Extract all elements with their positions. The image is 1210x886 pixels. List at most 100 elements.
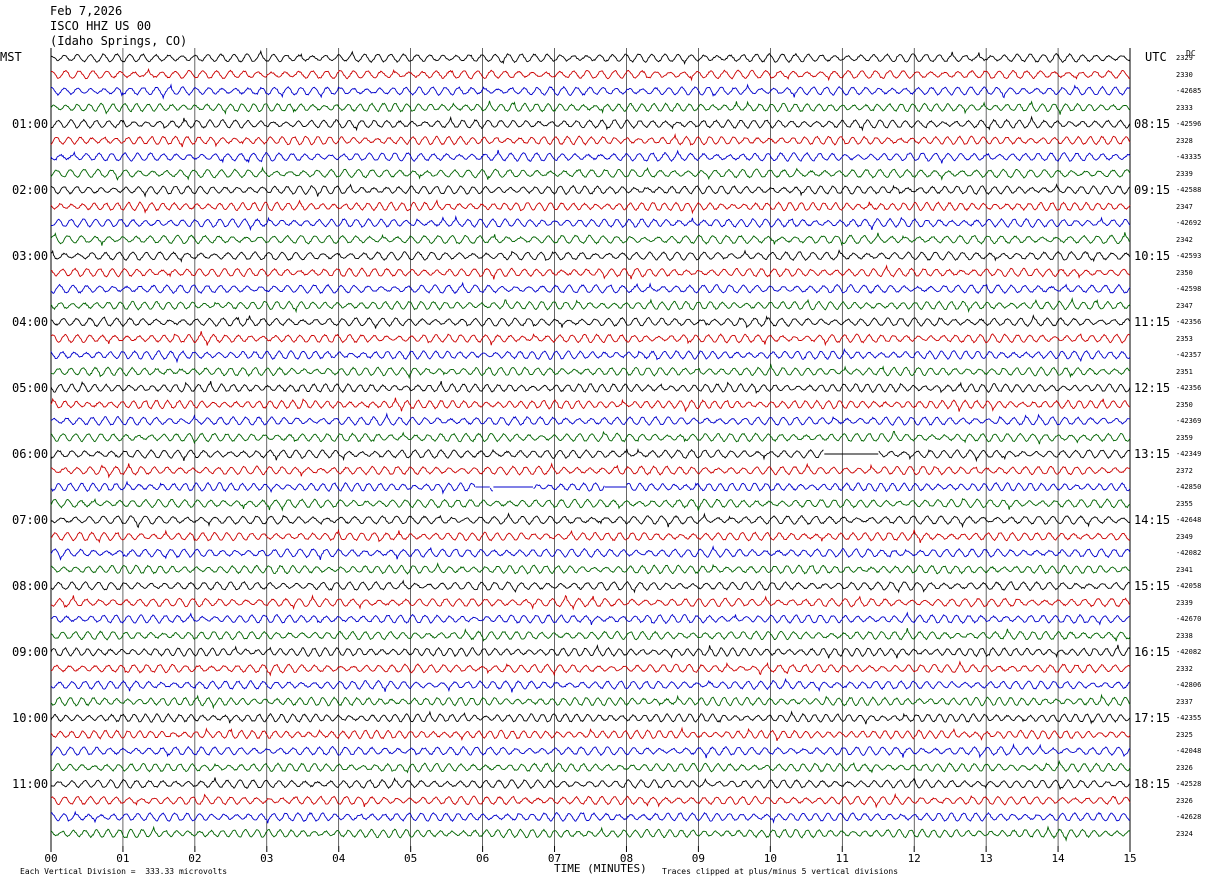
dc-value-label: -42628 bbox=[1176, 813, 1202, 821]
x-tick-label: 03 bbox=[260, 852, 273, 865]
trace-line-46 bbox=[50, 810, 1131, 824]
trace-line-9 bbox=[50, 199, 1131, 215]
trace-line-35 bbox=[50, 627, 1131, 642]
dc-value-label: -42349 bbox=[1176, 450, 1202, 458]
dc-value-label: 2338 bbox=[1176, 631, 1193, 640]
dc-value-label: -42850 bbox=[1176, 483, 1202, 491]
trace-line-17 bbox=[50, 331, 1131, 347]
trace-line-38 bbox=[50, 677, 1131, 693]
left-hour-label: 09:00 bbox=[12, 645, 49, 659]
left-hour-label: 10:00 bbox=[12, 711, 49, 725]
x-tick-label: 11 bbox=[836, 852, 849, 865]
trace-line-27 bbox=[50, 497, 1131, 512]
dc-value-label: -42596 bbox=[1176, 120, 1202, 128]
x-tick-label: 04 bbox=[332, 852, 346, 865]
dc-value-label: 2324 bbox=[1176, 829, 1193, 838]
dc-value-label: 2347 bbox=[1176, 202, 1193, 211]
dc-value-label: 2350 bbox=[1176, 400, 1193, 409]
dc-value-label: 2359 bbox=[1176, 433, 1193, 442]
trace-line-44 bbox=[50, 777, 1130, 791]
x-tick-label: 06 bbox=[476, 852, 489, 865]
x-tick-label: 01 bbox=[116, 852, 129, 865]
trace-line-19 bbox=[50, 363, 1131, 380]
dc-value-label: 2325 bbox=[1176, 730, 1193, 739]
trace-line-28 bbox=[50, 512, 1131, 529]
left-hour-label: 08:00 bbox=[12, 579, 49, 593]
x-tick-group: 00 01 02 03 04 05 06 07 08 09 10 11 12 13 14 15 bbox=[44, 846, 1137, 865]
trace-line-20 bbox=[50, 380, 1131, 395]
dc-value-label: -42806 bbox=[1176, 681, 1202, 689]
trace-line-26 bbox=[50, 480, 476, 495]
right-hour-label: 10:15 bbox=[1134, 249, 1171, 263]
trace-line-2 bbox=[50, 83, 1131, 100]
dc-value-label: 2349 bbox=[1176, 532, 1193, 541]
dc-value-label: 2347 bbox=[1176, 301, 1193, 310]
trace-line-45 bbox=[50, 792, 1131, 809]
trace-line-22 bbox=[50, 412, 1131, 427]
dc-value-label: 2337 bbox=[1176, 697, 1193, 706]
x-axis-title: TIME (MINUTES) bbox=[554, 862, 647, 875]
clip-note: Traces clipped at plus/minus 5 vertical … bbox=[662, 867, 899, 876]
right-hour-label: 09:15 bbox=[1134, 183, 1171, 197]
dc-value-label: -42355 bbox=[1176, 714, 1202, 722]
dc-value-label: 2332 bbox=[1176, 664, 1193, 673]
right-hour-label: 12:15 bbox=[1134, 381, 1171, 395]
dc-value-label: -42685 bbox=[1176, 87, 1202, 95]
trace-line-26 bbox=[489, 487, 494, 492]
trace-line-21 bbox=[50, 397, 1131, 412]
dc-value-label: 2341 bbox=[1176, 565, 1193, 574]
dc-value-label: 2339 bbox=[1176, 598, 1193, 607]
dc-value-label: -42648 bbox=[1176, 516, 1202, 524]
right-hour-label: 17:15 bbox=[1134, 711, 1171, 725]
trace-line-43 bbox=[50, 759, 1131, 774]
trace-line-47 bbox=[50, 825, 1131, 842]
trace-line-3 bbox=[50, 100, 1131, 115]
x-tick-label: 08 bbox=[620, 852, 633, 865]
dc-value-label: -42588 bbox=[1176, 186, 1202, 194]
trace-line-26 bbox=[533, 482, 605, 492]
left-timezone-label: MST bbox=[0, 50, 22, 64]
dc-value-label: 2353 bbox=[1176, 334, 1193, 343]
right-hour-label: 13:15 bbox=[1134, 447, 1171, 461]
trace-line-26 bbox=[626, 481, 1131, 493]
x-tick-label: 12 bbox=[908, 852, 921, 865]
dc-value-label: -43335 bbox=[1176, 153, 1202, 161]
dc-value-label: 2326 bbox=[1176, 763, 1193, 772]
dc-value-label: -42692 bbox=[1176, 219, 1202, 227]
trace-line-37 bbox=[50, 660, 1131, 677]
trace-line-4 bbox=[50, 115, 1131, 132]
right-hour-label: 15:15 bbox=[1134, 579, 1171, 593]
dc-value-label: -42058 bbox=[1176, 582, 1202, 590]
trace-line-16 bbox=[50, 314, 1131, 329]
trace-line-25 bbox=[50, 462, 1131, 479]
left-hour-label: 01:00 bbox=[12, 117, 49, 131]
trace-line-30 bbox=[50, 545, 1131, 561]
trace-line-42 bbox=[50, 743, 1131, 759]
trace-line-24 bbox=[878, 449, 1131, 463]
dc-value-label: 2350 bbox=[1176, 268, 1193, 277]
dc-value-label: 2372 bbox=[1176, 466, 1193, 475]
trace-line-13 bbox=[50, 264, 1131, 280]
right-hour-label: 18:15 bbox=[1134, 777, 1171, 791]
minute-grid bbox=[50, 48, 1131, 846]
header-date: Feb 7,2026 bbox=[50, 4, 123, 18]
left-hour-label: 06:00 bbox=[12, 447, 49, 461]
trace-line-33 bbox=[51, 594, 1131, 611]
dc-value-label: -42598 bbox=[1176, 285, 1202, 293]
trace-line-34 bbox=[50, 611, 1131, 626]
x-tick-label: 02 bbox=[188, 852, 201, 865]
dc-value-label: -42670 bbox=[1176, 615, 1202, 623]
dc-value-label: -42356 bbox=[1176, 318, 1202, 326]
trace-line-29 bbox=[50, 528, 1131, 544]
dc-value-label: 2329 bbox=[1176, 54, 1193, 62]
right-hour-label: 16:15 bbox=[1134, 645, 1171, 659]
trace-line-24 bbox=[50, 448, 824, 462]
dc-value-label: -42357 bbox=[1176, 351, 1202, 359]
left-hour-label: 07:00 bbox=[12, 513, 49, 527]
right-hour-label: 11:15 bbox=[1134, 315, 1171, 329]
trace-line-18 bbox=[50, 348, 1131, 364]
trace-line-32 bbox=[50, 579, 1131, 594]
trace-line-36 bbox=[50, 643, 1131, 659]
trace-line-31 bbox=[50, 562, 1131, 575]
